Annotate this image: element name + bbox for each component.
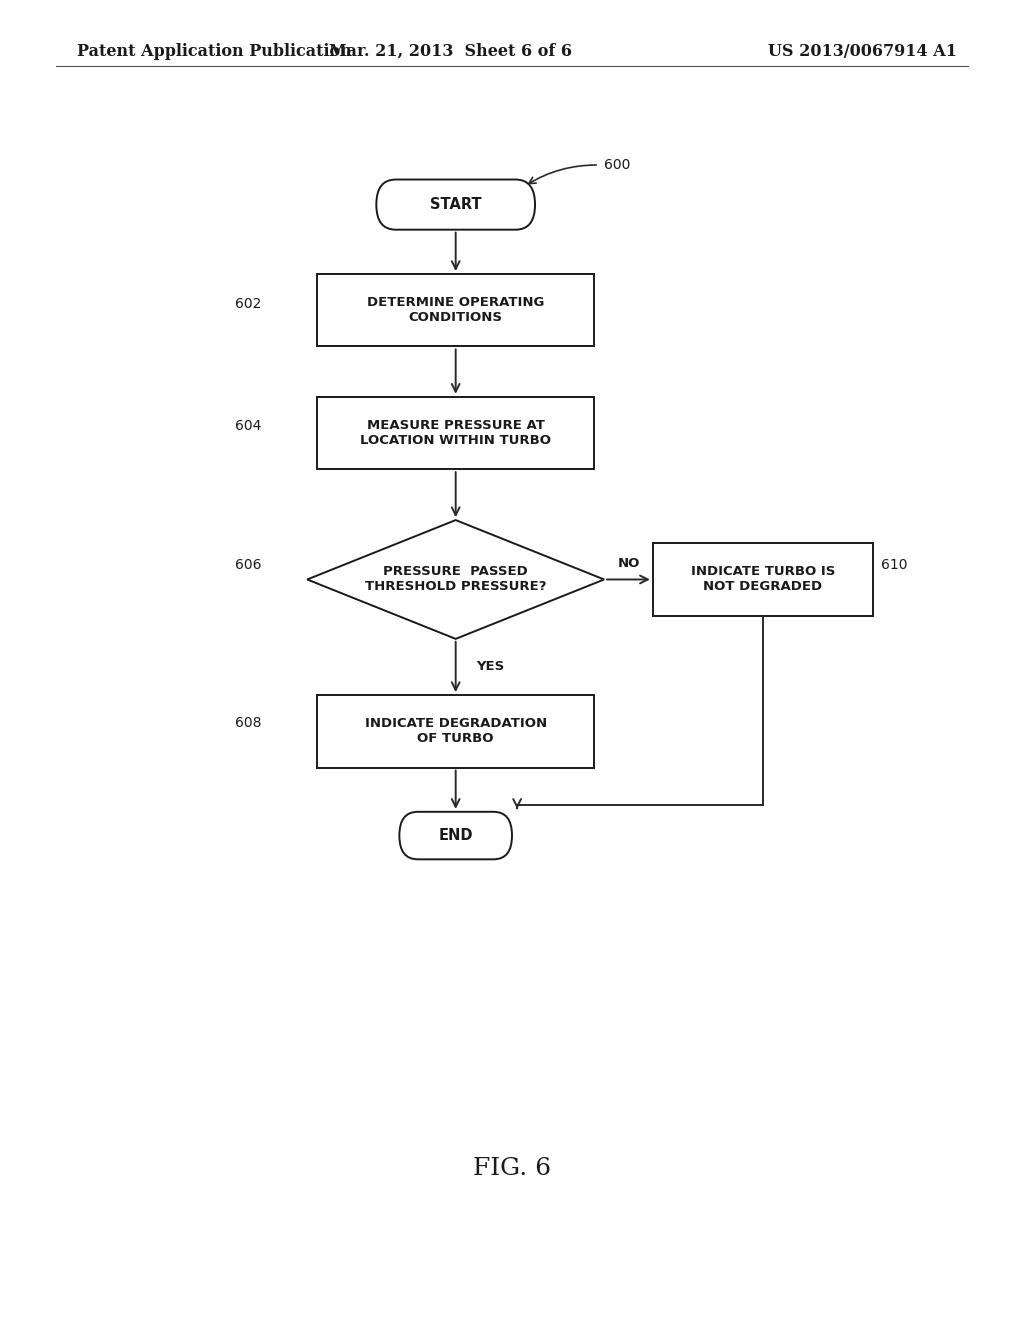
Text: 600: 600 bbox=[604, 158, 631, 172]
Text: NO: NO bbox=[617, 557, 640, 570]
Text: DETERMINE OPERATING
CONDITIONS: DETERMINE OPERATING CONDITIONS bbox=[367, 296, 545, 325]
Text: 610: 610 bbox=[881, 558, 907, 572]
Text: Patent Application Publication: Patent Application Publication bbox=[77, 44, 351, 59]
FancyBboxPatch shape bbox=[377, 180, 535, 230]
Text: INDICATE TURBO IS
NOT DEGRADED: INDICATE TURBO IS NOT DEGRADED bbox=[691, 565, 835, 594]
Text: US 2013/0067914 A1: US 2013/0067914 A1 bbox=[768, 44, 957, 59]
Text: 608: 608 bbox=[234, 717, 261, 730]
Text: MEASURE PRESSURE AT
LOCATION WITHIN TURBO: MEASURE PRESSURE AT LOCATION WITHIN TURB… bbox=[360, 418, 551, 447]
Polygon shape bbox=[307, 520, 604, 639]
Bar bbox=[317, 273, 594, 346]
FancyBboxPatch shape bbox=[399, 812, 512, 859]
Text: 606: 606 bbox=[234, 558, 261, 572]
Text: PRESSURE  PASSED
THRESHOLD PRESSURE?: PRESSURE PASSED THRESHOLD PRESSURE? bbox=[365, 565, 547, 594]
Text: END: END bbox=[438, 828, 473, 843]
Bar bbox=[653, 543, 872, 615]
Text: 604: 604 bbox=[234, 420, 261, 433]
Text: YES: YES bbox=[476, 660, 505, 673]
Text: FIG. 6: FIG. 6 bbox=[473, 1156, 551, 1180]
Bar bbox=[317, 396, 594, 469]
Text: Mar. 21, 2013  Sheet 6 of 6: Mar. 21, 2013 Sheet 6 of 6 bbox=[329, 44, 572, 59]
Bar bbox=[317, 694, 594, 768]
Text: START: START bbox=[430, 197, 481, 213]
Text: 602: 602 bbox=[234, 297, 261, 310]
Text: INDICATE DEGRADATION
OF TURBO: INDICATE DEGRADATION OF TURBO bbox=[365, 717, 547, 746]
